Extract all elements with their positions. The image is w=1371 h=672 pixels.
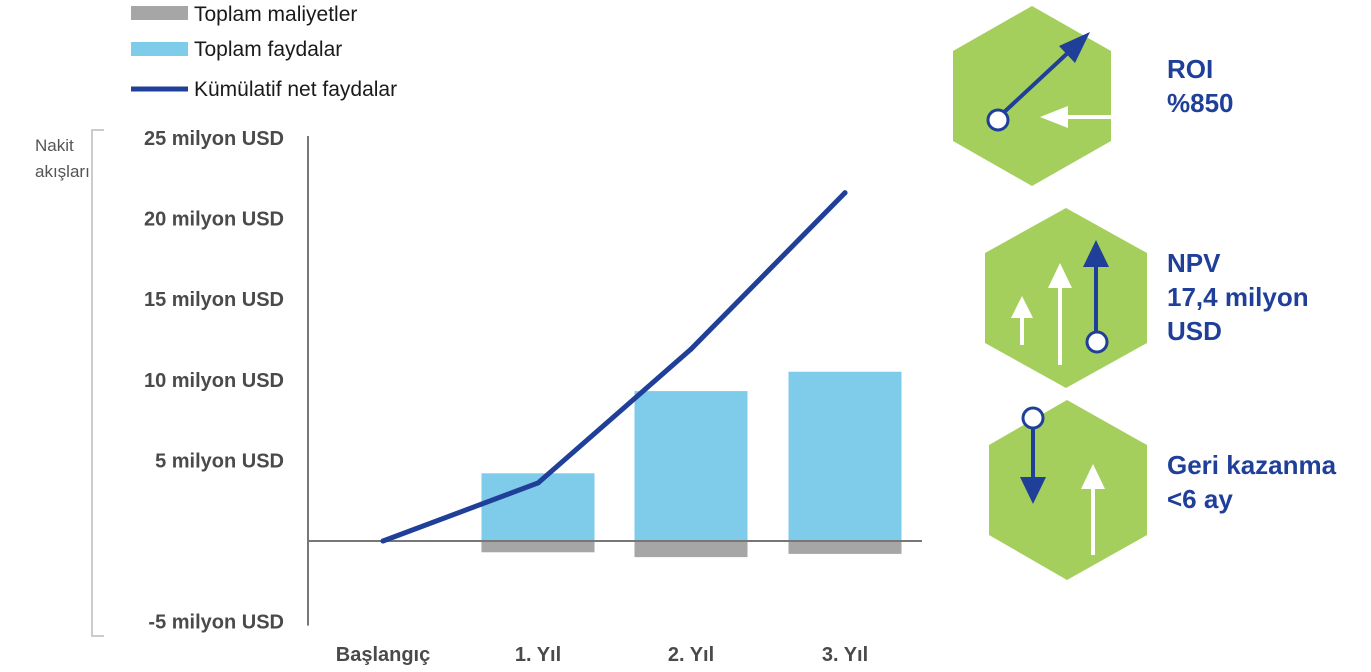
kpi-roi-line-1: ROI [1167, 54, 1213, 84]
cumulative-point [688, 346, 694, 352]
cumulative-line-group [380, 190, 848, 544]
kpi-npv-line-2: 17,4 milyon [1167, 282, 1309, 312]
chart-legend: Toplam maliyetler Toplam faydalar Kümüla… [131, 3, 397, 101]
npv-hexagon [985, 208, 1147, 388]
y-axis-ticks: 25 milyon USD 20 milyon USD 15 milyon USD 1… [144, 128, 284, 634]
y-axis-title-line-2: akışları [35, 162, 90, 181]
cost-bar [788, 541, 902, 554]
roi-arrow-icon [953, 6, 1114, 186]
kpi-payback-line-1: Geri kazanma [1167, 450, 1337, 480]
benefit-bar [788, 371, 902, 541]
payback-hexagon [989, 400, 1147, 580]
x-tick-label: 1. Yıl [515, 644, 561, 666]
x-tick-label: 3. Yıl [822, 644, 868, 666]
y-tick-label: 25 milyon USD [144, 128, 284, 150]
kpi-npv-line-3: USD [1167, 316, 1222, 346]
cumulative-point [842, 190, 848, 196]
legend-label-cumulative: Kümülatif net faydalar [194, 78, 397, 101]
cumulative-point [535, 480, 541, 486]
x-tick-label: Başlangıç [336, 644, 430, 666]
cost-bar [634, 541, 748, 558]
x-axis-ticks: Başlangıç 1. Yıl 2. Yıl 3. Yıl [336, 644, 868, 666]
y-axis-bracket [91, 129, 104, 637]
chart-axes [307, 136, 922, 626]
benefit-bar [634, 391, 748, 541]
y-axis-title: Nakit akışları [35, 129, 104, 637]
legend-label-costs: Toplam maliyetler [194, 3, 357, 26]
kpi-npv: NPV 17,4 milyon USD [985, 208, 1309, 388]
y-axis-title-line-1: Nakit [35, 136, 74, 155]
cost-bar [481, 541, 595, 553]
kpi-npv-line-1: NPV [1167, 248, 1221, 278]
legend-swatch-benefits [131, 42, 188, 56]
roi-hexagon [953, 6, 1111, 186]
legend-label-benefits: Toplam faydalar [194, 38, 342, 61]
payback-arrows-icon [989, 400, 1147, 580]
npv-arrows-icon [985, 208, 1147, 388]
kpi-roi: ROI %850 [953, 6, 1234, 186]
kpi-payback-line-2: <6 ay [1167, 484, 1233, 514]
kpi-payback: Geri kazanma <6 ay [989, 400, 1337, 580]
legend-swatch-costs [131, 6, 188, 20]
x-tick-label: 2. Yıl [668, 644, 714, 666]
y-tick-label: 5 milyon USD [155, 450, 284, 472]
y-tick-label: 15 milyon USD [144, 289, 284, 311]
y-tick-label: -5 milyon USD [148, 612, 284, 634]
y-tick-label: 10 milyon USD [144, 370, 284, 392]
cumulative-line [380, 190, 848, 544]
kpi-roi-line-2: %850 [1167, 88, 1234, 118]
y-tick-label: 20 milyon USD [144, 209, 284, 231]
cumulative-point [380, 538, 386, 544]
chart-bars [481, 371, 902, 558]
